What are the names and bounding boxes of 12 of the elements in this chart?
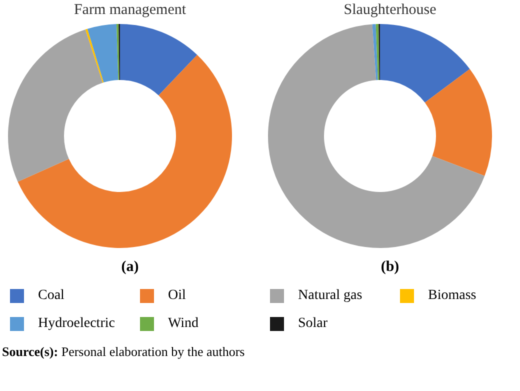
chart-title: Farm management [72, 1, 188, 20]
legend-label: Oil [168, 288, 186, 304]
legend-label: Natural gas [298, 288, 362, 304]
legend-label: Hydroelectric [38, 316, 115, 332]
source-note: Source(s): Personal elaboration by the authors [2, 344, 246, 360]
text: (b) [380, 258, 400, 277]
legend-label: Biomass [428, 288, 476, 304]
chart-title: Slaughterhouse [342, 1, 438, 20]
legend-label: Solar [298, 316, 328, 332]
legend-label: Coal [38, 288, 64, 304]
text: (a) [120, 258, 140, 277]
legend-label: Wind [168, 316, 199, 332]
